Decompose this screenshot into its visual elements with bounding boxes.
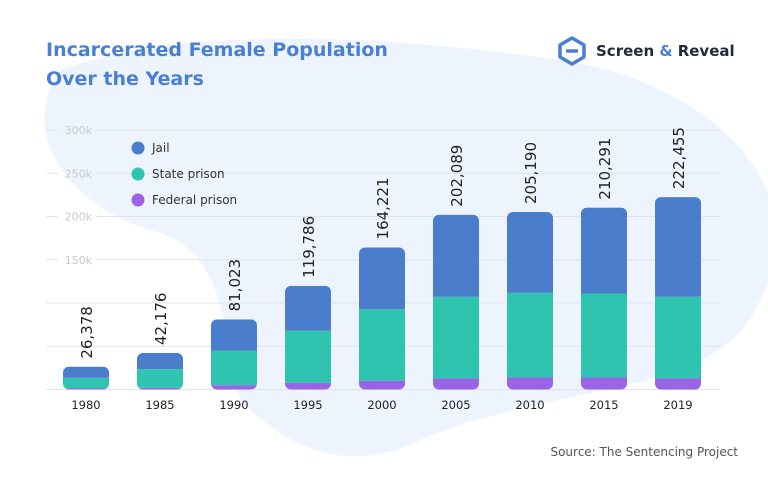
legend-label: State prison [152, 167, 225, 181]
logo-icon [558, 36, 586, 66]
logo: Screen & Reveal [556, 36, 735, 66]
total-data-label: 210,291 [596, 138, 614, 200]
bar-segment-federal-prison [507, 377, 553, 390]
bar-segment-jail [211, 319, 257, 351]
bar-segment-jail [433, 214, 479, 297]
y-tick-label: 250k [65, 167, 93, 180]
bar-segment-federal-prison [285, 382, 331, 390]
x-tick-label: 1985 [145, 398, 174, 412]
x-tick-label: 2019 [663, 398, 692, 412]
x-tick-label: 1980 [71, 398, 100, 412]
bar-segment-jail [655, 197, 701, 297]
bar-segment-federal-prison [655, 378, 701, 390]
bar-segment-state-prison [359, 309, 405, 381]
total-data-label: 42,176 [152, 293, 170, 346]
y-tick-label: 200k [65, 211, 93, 224]
logo-text: Screen & Reveal [596, 42, 735, 60]
total-data-label: 205,190 [522, 142, 540, 204]
bar-segment-jail [359, 247, 405, 310]
total-data-label: 119,786 [300, 216, 318, 278]
bar-segment-federal-prison [359, 380, 405, 390]
x-tick-label: 2015 [589, 398, 618, 412]
bar-segment-state-prison [63, 377, 109, 389]
legend-swatch [131, 141, 145, 155]
bar-segment-state-prison [137, 369, 183, 388]
total-data-label: 202,089 [448, 145, 466, 207]
legend-label: Jail [151, 141, 170, 155]
x-tick-label: 2000 [367, 398, 396, 412]
bar-segment-jail [581, 207, 627, 294]
bar-segment-federal-prison [63, 388, 109, 390]
legend-swatch [131, 167, 145, 181]
bar-segment-state-prison [211, 350, 257, 386]
y-tick-label: 150k [65, 254, 93, 267]
bar-segment-state-prison [285, 330, 331, 383]
x-tick-label: 1995 [293, 398, 322, 412]
bar-segment-federal-prison [433, 378, 479, 390]
legend-label: Federal prison [152, 193, 237, 207]
total-data-label: 164,221 [374, 177, 392, 239]
x-tick-label: 1990 [219, 398, 248, 412]
bar-segment-federal-prison [581, 377, 627, 390]
bar-segment-jail [137, 353, 183, 370]
title-line-1: Incarcerated Female Population [46, 39, 388, 61]
bar-segment-state-prison [433, 296, 479, 379]
title-line-2: Over the Years [46, 68, 204, 90]
total-data-label: 222,455 [670, 127, 688, 189]
chart-title: Incarcerated Female Population Over the … [46, 36, 388, 94]
bar-segment-jail [63, 366, 109, 378]
bar-segment-jail [285, 285, 331, 331]
total-data-label: 81,023 [226, 259, 244, 312]
bar-segment-federal-prison [137, 387, 183, 390]
source-note: Source: The Sentencing Project [550, 445, 738, 459]
x-tick-label: 2005 [441, 398, 470, 412]
total-data-label: 26,378 [78, 306, 96, 359]
bar-segment-jail [507, 212, 553, 293]
legend-swatch [131, 193, 145, 207]
bar-segment-state-prison [655, 296, 701, 379]
y-tick-label: 300k [65, 124, 93, 137]
x-tick-label: 2010 [515, 398, 544, 412]
bar-segment-state-prison [507, 292, 553, 378]
bar-segment-state-prison [581, 293, 627, 378]
bar-segment-federal-prison [211, 385, 257, 390]
